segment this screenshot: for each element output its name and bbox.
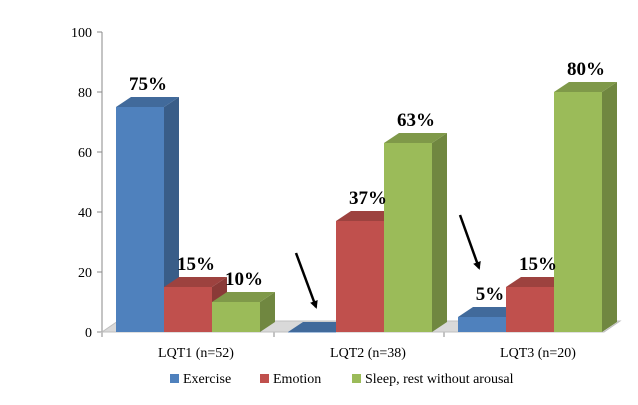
data-label: 5% [476, 284, 505, 305]
data-label: 37% [349, 188, 387, 209]
bar-top [116, 97, 179, 107]
bar-top [212, 292, 275, 302]
bar-lqt3-n-20-sleep-rest-without-arousal [554, 82, 617, 332]
bar-front [506, 287, 554, 332]
data-label: 63% [397, 110, 435, 131]
bar-side [164, 97, 179, 332]
y-tick-label: 20 [78, 266, 92, 281]
data-label: 15% [519, 254, 557, 275]
data-label: 10% [225, 269, 263, 290]
bar-front [554, 92, 602, 332]
legend-label-sleep-rest-without-arousal: Sleep, rest without arousal [365, 372, 514, 387]
bar-top [164, 277, 227, 287]
y-tick-label: 60 [78, 146, 92, 161]
bar-side [260, 292, 275, 332]
bar-top [506, 277, 569, 287]
bar-front [384, 143, 432, 332]
bar-front [116, 107, 164, 332]
annotation-arrow [294, 252, 318, 309]
annotation-arrow [458, 214, 481, 270]
data-labels: 75% 5% 15% 37% 15% 10% 63% 80% [129, 59, 605, 305]
legend-label-emotion: Emotion [273, 372, 321, 387]
bar-front [164, 287, 212, 332]
legend-swatch-emotion [260, 374, 269, 383]
x-category-label: LQT1 (n=52) [158, 346, 234, 361]
bar-side [432, 133, 447, 332]
legend: Exercise Emotion Sleep, rest without arous… [170, 372, 514, 387]
bar-top [458, 307, 521, 317]
bar-front [212, 302, 260, 332]
bar-top [288, 322, 351, 332]
bar-top [384, 133, 447, 143]
y-tick-label: 0 [85, 326, 92, 341]
bar-top [336, 211, 399, 221]
bar-lqt1-n-52-sleep-rest-without-arousal [212, 292, 275, 332]
bar-front [458, 317, 506, 332]
bars [116, 82, 617, 333]
legend-swatch-sleep-rest-without-arousal [352, 374, 361, 383]
bar-lqt2-n-38-exercise [288, 322, 351, 333]
bar-lqt2-n-38-sleep-rest-without-arousal [384, 133, 447, 332]
data-label: 15% [177, 254, 215, 275]
bar-side [602, 82, 617, 332]
data-label: 75% [129, 74, 167, 95]
y-tick-label: 40 [78, 206, 92, 221]
x-category-label: LQT3 (n=20) [500, 346, 576, 361]
bar-front [288, 332, 336, 333]
data-label: 80% [567, 59, 605, 80]
bar-lqt1-n-52-exercise [116, 97, 179, 332]
bar-top [554, 82, 617, 92]
y-tick-label: 100 [71, 26, 92, 41]
annotations [294, 214, 481, 309]
legend-swatch-exercise [170, 374, 179, 383]
x-category-label: LQT2 (n=38) [330, 346, 406, 361]
bar-front [336, 221, 384, 332]
y-tick-label: 80 [78, 86, 92, 101]
legend-label-exercise: Exercise [183, 372, 231, 387]
